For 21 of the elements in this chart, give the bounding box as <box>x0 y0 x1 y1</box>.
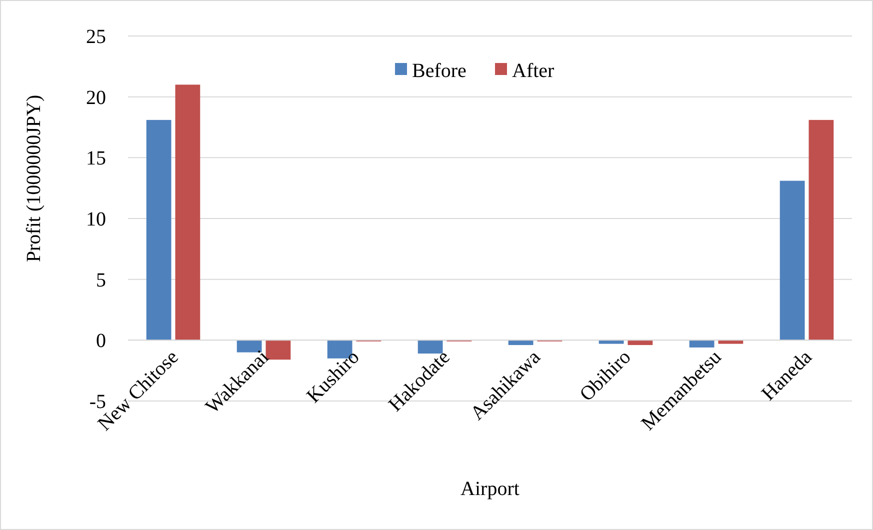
bar <box>146 120 172 340</box>
legend-label: After <box>512 60 555 82</box>
y-tick-label: 20 <box>86 86 106 109</box>
x-axis-title: Airport <box>460 478 520 500</box>
bar <box>175 84 200 340</box>
y-tick-label: 0 <box>96 330 106 352</box>
y-tick-label: 15 <box>86 148 106 170</box>
bar <box>236 340 262 352</box>
y-axis-title: Profit (1000000JPY) <box>23 94 45 262</box>
bar <box>689 340 714 348</box>
bar <box>508 340 534 346</box>
bar <box>808 120 834 340</box>
y-tick-label: 10 <box>86 208 106 230</box>
bar <box>418 340 443 354</box>
y-tick-label: 5 <box>96 269 106 292</box>
y-tick-label: 25 <box>86 26 106 48</box>
bar <box>628 340 653 346</box>
bar <box>780 180 805 340</box>
bar <box>718 340 744 344</box>
legend-label: Before <box>412 60 467 82</box>
bar <box>598 340 624 344</box>
